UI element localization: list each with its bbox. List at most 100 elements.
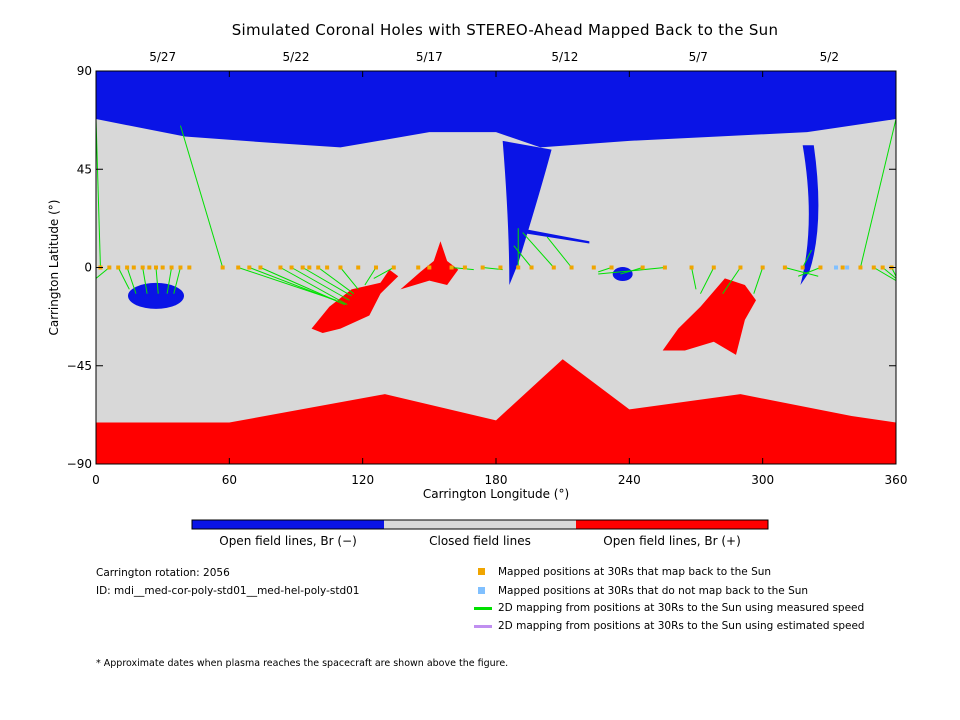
y-tick-label: −90 <box>67 457 92 471</box>
mapped-point <box>609 265 614 270</box>
mapping-line <box>373 267 395 279</box>
chart-title: Simulated Coronal Holes with STEREO-Ahea… <box>231 21 779 39</box>
mapped-point <box>689 265 694 270</box>
x-tick-label: 0 <box>92 473 100 487</box>
legend-measured-text: 2D mapping from positions at 30Rs to the… <box>498 602 865 614</box>
mapped-point <box>462 265 467 270</box>
mapping-line <box>513 245 532 268</box>
legend-mapped-text: Mapped positions at 30Rs that map back t… <box>498 566 772 578</box>
legend-mapped-marker <box>478 568 485 575</box>
legend-estimated-line <box>474 625 492 628</box>
mapping-line <box>166 267 173 294</box>
top-date-label: 5/12 <box>551 50 578 64</box>
mapped-point <box>480 265 485 270</box>
south-polar-coronal-hole <box>96 359 896 464</box>
carrington-rotation-text: Carrington rotation: 2056 <box>96 567 230 579</box>
mapped-point <box>147 265 152 270</box>
mapped-point <box>187 265 192 270</box>
mapping-line <box>117 267 130 290</box>
negative-coronal-hole <box>128 282 184 309</box>
mapping-line <box>784 267 819 277</box>
legend-unmapped-text: Mapped positions at 30Rs that do not map… <box>498 585 809 597</box>
mapping-line <box>859 118 897 268</box>
mapping-line <box>598 267 665 275</box>
negative-hole-tendril <box>800 145 819 285</box>
x-axis-label: Carrington Longitude (°) <box>423 487 569 501</box>
colorbar-label-negative: Open field lines, Br (−) <box>219 534 357 548</box>
x-tick-label: 240 <box>618 473 641 487</box>
mapping-line <box>451 267 474 271</box>
negative-hole-tendril <box>502 140 552 285</box>
mapping-line <box>364 267 377 286</box>
mapped-point <box>569 265 574 270</box>
y-axis-label: Carrington Latitude (°) <box>47 200 61 336</box>
mapped-point <box>316 265 321 270</box>
legend-unmapped-marker <box>478 587 485 594</box>
mapping-line <box>722 267 741 294</box>
north-polar-coronal-hole <box>96 71 896 148</box>
mapped-point <box>178 265 183 270</box>
mapped-point <box>125 265 130 270</box>
top-date-label: 5/7 <box>689 50 708 64</box>
mapped-point <box>516 265 521 270</box>
mapping-line <box>95 119 101 268</box>
mapping-line <box>317 267 355 295</box>
mapped-point <box>782 265 787 270</box>
mapped-point <box>289 265 294 270</box>
mapped-point <box>529 265 534 270</box>
mapping-line <box>522 232 555 268</box>
run-id-text: ID: mdi__med-cor-poly-std01__med-hel-pol… <box>96 585 360 597</box>
mapped-point <box>871 265 876 270</box>
colorbar-positive <box>576 520 768 529</box>
x-tick-label: 360 <box>885 473 908 487</box>
mapping-line <box>142 267 148 294</box>
colorbar-label-closed: Closed field lines <box>429 534 531 548</box>
mapped-point <box>356 265 361 270</box>
colorbar-closed <box>384 520 576 529</box>
x-tick-label: 120 <box>351 473 374 487</box>
unmapped-point <box>845 265 850 270</box>
mapping-line <box>155 267 159 294</box>
mapping-line <box>95 267 110 279</box>
positive-coronal-hole <box>311 269 399 333</box>
footnote: * Approximate dates when plasma reaches … <box>96 658 509 669</box>
mapped-point <box>258 265 263 270</box>
mapping-line <box>179 125 224 268</box>
mapped-point <box>307 265 312 270</box>
closed-field-island <box>773 156 796 173</box>
mapped-point <box>247 265 252 270</box>
negative-coronal-hole <box>612 267 633 282</box>
mapped-point <box>818 265 823 270</box>
legend-measured-line <box>474 607 492 610</box>
mapping-line <box>173 267 181 294</box>
colorbar-label-positive: Open field lines, Br (+) <box>603 534 741 548</box>
colorbar-negative <box>192 520 384 529</box>
legend-estimated-text: 2D mapping from positions at 30Rs to the… <box>498 620 865 632</box>
mapped-point <box>551 265 556 270</box>
mapped-point <box>800 265 805 270</box>
mapped-point <box>391 265 396 270</box>
mapped-point <box>220 265 225 270</box>
mapped-point <box>449 265 454 270</box>
mapped-point <box>300 265 305 270</box>
negative-hole-streak <box>520 228 590 244</box>
mapped-point <box>338 265 343 270</box>
mapped-point <box>140 265 145 270</box>
mapped-point <box>169 265 174 270</box>
mapped-point <box>374 265 378 270</box>
top-date-label: 5/27 <box>149 50 176 64</box>
mapping-line <box>873 267 897 282</box>
mapped-point <box>498 265 503 270</box>
mapped-point <box>591 265 596 270</box>
mapped-point <box>325 265 330 270</box>
mapping-line <box>691 267 697 290</box>
x-tick-label: 300 <box>751 473 774 487</box>
mapped-point <box>107 265 112 270</box>
mapping-line <box>882 267 897 279</box>
top-date-label: 5/22 <box>283 50 310 64</box>
mapped-point <box>131 265 136 270</box>
mapped-point <box>840 265 845 270</box>
mapping-line <box>798 267 821 277</box>
mapped-point <box>760 265 765 270</box>
